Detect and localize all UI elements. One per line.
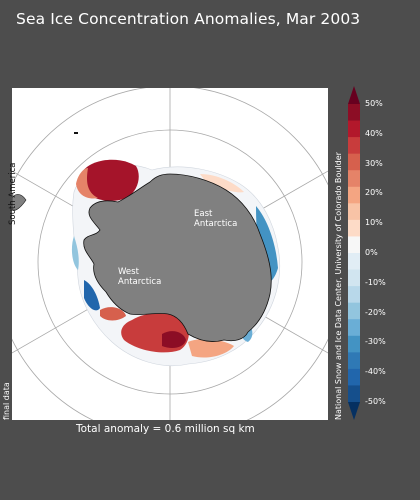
south-america-tip	[12, 194, 27, 211]
island-small	[74, 132, 78, 134]
colorbar-cells	[348, 104, 360, 403]
colorbar-tick-label: -20%	[365, 307, 386, 317]
nsidc-credit: National Snow and Ice Data Center, Unive…	[334, 152, 343, 420]
colorbar-max-arrow	[348, 86, 360, 104]
anomaly-patch-ross-east	[188, 339, 234, 358]
colorbar-cell	[348, 335, 360, 353]
colorbar-tick-label: 0%	[365, 248, 378, 257]
colorbar-cell	[348, 153, 360, 171]
colorbar-cell	[348, 368, 360, 386]
anomaly-patch-northeast	[200, 174, 244, 193]
colorbar	[348, 86, 360, 420]
colorbar-cell	[348, 302, 360, 320]
colorbar-tick-label: 10%	[365, 218, 383, 228]
colorbar-tick-label: 40%	[365, 128, 383, 138]
colorbar-tick-label: -30%	[365, 337, 386, 347]
east-antarctica-label: East Antarctica	[194, 209, 237, 229]
west-antarctica-label-line2: Antarctica	[118, 277, 162, 287]
colorbar-cell	[348, 385, 360, 403]
colorbar-tick-label: -50%	[365, 397, 386, 406]
final-data-label: final data	[2, 382, 11, 420]
colorbar-cell	[348, 253, 360, 270]
colorbar-cell	[348, 352, 360, 370]
colorbar-cell	[348, 286, 360, 304]
west-antarctica-label: West Antarctica	[118, 267, 161, 287]
anomaly-patch-weddell-fringe	[76, 168, 98, 199]
total-anomaly-text: Total anomaly = 0.6 million sq km	[76, 423, 255, 435]
west-antarctica-label-line1: West	[118, 267, 139, 277]
anomaly-patch-bellingshausen	[84, 280, 100, 311]
south-america-label: South America	[8, 162, 18, 225]
colorbar-min-arrow	[348, 402, 360, 420]
colorbar-cell	[348, 236, 360, 254]
colorbar-tick-label: 30%	[365, 158, 383, 168]
colorbar-tick-label: 50%	[365, 99, 383, 108]
colorbar-tick-label: -40%	[365, 367, 386, 377]
colorbar-cell	[348, 219, 360, 237]
colorbar-cell	[348, 137, 360, 155]
colorbar-cell	[348, 186, 360, 204]
polar-map	[12, 88, 328, 420]
anomaly-patch-amundsen	[100, 307, 126, 321]
east-antarctica-label-line2: Antarctica	[194, 219, 238, 229]
polar-map-svg	[12, 88, 328, 420]
colorbar-cell	[348, 203, 360, 221]
east-antarctica-label-line1: East	[194, 209, 213, 219]
colorbar-tick-label: -10%	[365, 277, 386, 287]
colorbar-cell	[348, 104, 360, 121]
anomaly-patch-west-light	[71, 236, 79, 270]
map-title: Sea Ice Concentration Anomalies, Mar 200…	[16, 10, 361, 28]
antarctica-land	[83, 173, 272, 342]
colorbar-cell	[348, 120, 360, 138]
anomaly-patch-weddell	[79, 159, 139, 201]
colorbar-cell	[348, 170, 360, 188]
anomaly-patch-ross-dark	[162, 331, 186, 348]
colorbar-cell	[348, 269, 360, 287]
colorbar-tick-label: 20%	[365, 188, 383, 198]
colorbar-cell	[348, 319, 360, 337]
